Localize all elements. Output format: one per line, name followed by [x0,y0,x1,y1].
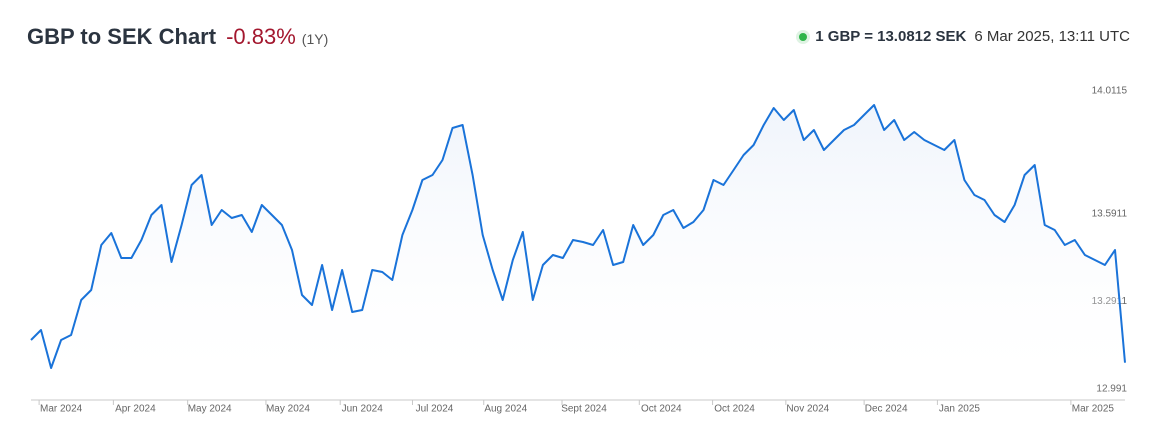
x-tick-label: Oct 2024 [641,404,682,415]
period: (1Y) [301,31,329,47]
x-tick-label: May 2024 [266,404,310,415]
x-tick-label: Aug 2024 [484,404,527,415]
line [30,104,1126,369]
x-tick-label: Jun 2024 [342,404,384,415]
x-tick-label: May 2024 [188,404,232,415]
x-tick-label: Dec 2024 [865,404,908,415]
x-tick-label: Mar 2025 [1072,404,1115,415]
x-tick-label: Jan 2025 [939,404,981,415]
timestamp: 6 Mar 2025, 13:11 UTC [974,28,1130,45]
y-tick-label: 14.0115 [1092,86,1128,97]
x-tick-label: Sept 2024 [561,404,607,415]
rate: 1 GBP = 13.0812 SEK [815,28,967,45]
x-tick-label: Apr 2024 [115,404,156,415]
x-tick-label: Jul 2024 [416,404,454,415]
y-tick-label: 13.5911 [1092,208,1128,219]
x-tick-label: Nov 2024 [786,404,829,415]
live-dot [799,32,808,41]
chart-title: GBP to SEK Chart [27,24,217,49]
area [31,105,1125,400]
rate-box: 1 GBP = 13.0812 SEK 6 Mar 2025, 13:11 UT… [799,28,1130,45]
change: -0.83% [226,24,296,49]
x-tick-label: Mar 2024 [40,404,83,415]
header: GBP to SEK Chart -0.83% (1Y) [27,24,328,50]
x-tick-label: Oct 2024 [714,404,755,415]
